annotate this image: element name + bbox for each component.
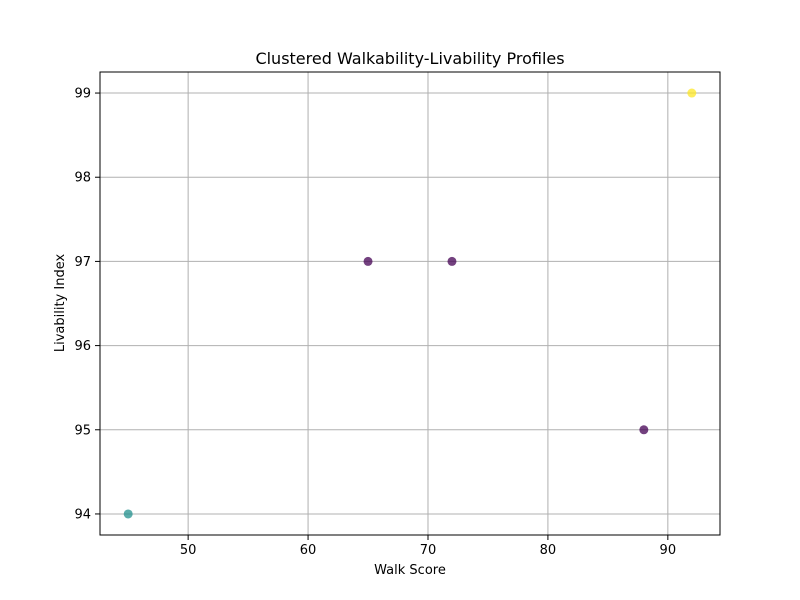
x-tick-label: 60: [300, 543, 317, 558]
scatter-point: [447, 256, 457, 266]
x-tick-label: 80: [540, 543, 557, 558]
x-axis-label: Walk Score: [374, 563, 446, 578]
x-axis-ticks: 50 60 70 80 90: [180, 535, 676, 558]
data-points: [123, 88, 697, 519]
y-tick-label: 95: [74, 423, 91, 438]
y-axis-label: Livability Index: [53, 254, 68, 353]
chart-title: Clustered Walkability-Livability Profile…: [255, 49, 564, 68]
y-tick-label: 94: [74, 507, 91, 522]
y-axis-ticks: 94 95 96 97 98 99: [74, 87, 100, 522]
scatter-point: [363, 256, 373, 266]
x-tick-label: 70: [420, 543, 437, 558]
x-tick-label: 50: [180, 543, 197, 558]
plot-frame: [99, 71, 721, 536]
y-tick-label: 96: [74, 339, 91, 354]
y-tick-label: 99: [74, 87, 91, 102]
y-tick-label: 97: [74, 255, 91, 270]
scatter-point: [639, 425, 649, 435]
x-tick-label: 90: [660, 543, 677, 558]
scatter-point: [687, 88, 697, 98]
y-tick-label: 98: [74, 171, 91, 186]
scatter-point: [123, 509, 133, 519]
grid-lines: [100, 72, 720, 535]
